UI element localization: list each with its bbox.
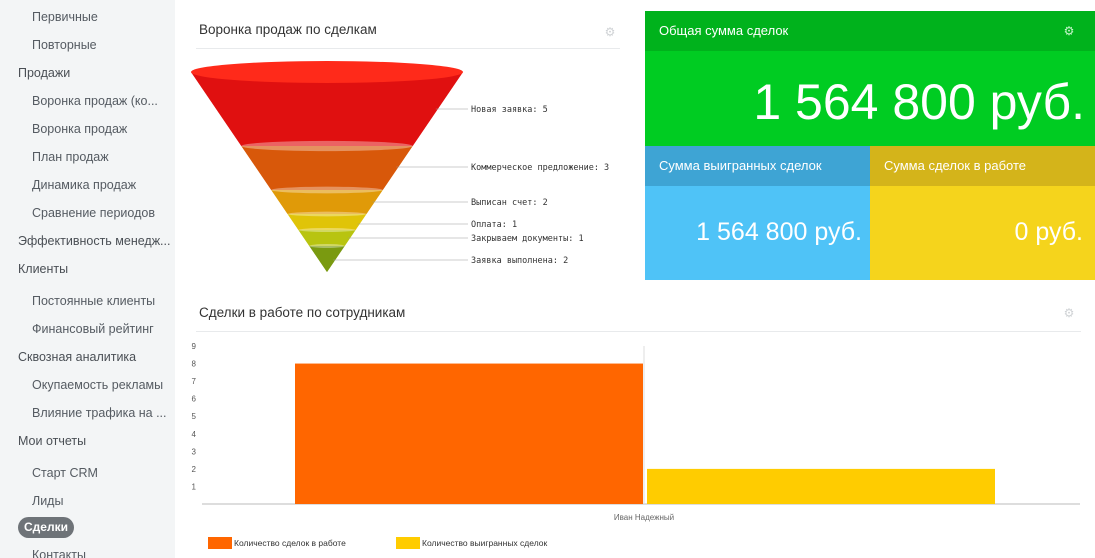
funnel-stage-shade-3: [287, 214, 367, 230]
funnel-stage-shade-4: [298, 230, 356, 246]
sidebar-item-3[interactable]: Воронка продаж (ко...: [32, 94, 158, 108]
total-sum-value: 1 564 800 руб.: [753, 74, 1085, 130]
funnel-stage-shade-2: [271, 190, 383, 214]
y-tick-3: 3: [192, 447, 197, 456]
sidebar-item-4[interactable]: Воронка продаж: [32, 122, 128, 136]
funnel-label-0: Новая заявка: 5: [471, 105, 548, 115]
total-sum-header: Общая сумма сделок: [645, 11, 1095, 51]
sidebar-item-1[interactable]: Повторные: [32, 38, 97, 52]
sidebar-item-6[interactable]: Динамика продаж: [32, 178, 137, 192]
bar-0: [295, 363, 643, 504]
employees-title: Сделки в работе по сотрудникам: [199, 305, 406, 320]
legend-label-0: Количество сделок в работе: [234, 538, 346, 548]
sidebar-item-7[interactable]: Сравнение периодов: [32, 206, 155, 220]
funnel-settings-gear-icon[interactable]: ⚙: [604, 25, 616, 39]
sidebar-item-18[interactable]: Сделки: [18, 517, 74, 538]
y-tick-6: 6: [192, 395, 197, 404]
funnel-stage-rim-0: [191, 61, 463, 83]
won-sum-header: Сумма выигранных сделок: [645, 146, 870, 186]
funnel-label-3: Оплата: 1: [471, 220, 517, 230]
y-tick-2: 2: [192, 465, 197, 474]
total-sum-tile: Общая сумма сделок ⚙ 1 564 800 руб.: [645, 11, 1095, 146]
legend-swatch-0: [208, 537, 232, 549]
sidebar-item-16[interactable]: Старт CRM: [32, 466, 98, 480]
sidebar-item-5[interactable]: План продаж: [32, 150, 109, 164]
sidebar-item-13[interactable]: Окупаемость рекламы: [32, 378, 164, 392]
funnel-divider: [196, 48, 620, 49]
sidebar-item-0[interactable]: Первичные: [32, 10, 98, 24]
won-sum-value: 1 564 800 руб.: [696, 218, 862, 246]
y-tick-8: 8: [192, 360, 197, 369]
won-sum-tile: Сумма выигранных сделок 1 564 800 руб.: [645, 146, 870, 280]
sidebar-item-15[interactable]: Мои отчеты: [18, 434, 87, 448]
employees-divider: [196, 331, 1081, 332]
y-tick-7: 7: [192, 377, 197, 386]
employees-bar-chart: 1 2 3 4 5 6 7 8 9 Иван Надежный Количество сделок …: [192, 342, 1080, 549]
funnel-label-4: Закрываем документы: 1: [471, 234, 584, 244]
category-label: Иван Надежный: [614, 513, 674, 522]
sidebar-item-10[interactable]: Постоянные клиенты: [32, 294, 156, 308]
sidebar: Первичные Повторные Продажи Воронка продаж …: [0, 0, 175, 558]
won-sum-title: Сумма выигранных сделок: [659, 158, 822, 173]
y-tick-5: 5: [192, 412, 197, 421]
legend-swatch-1: [396, 537, 420, 549]
funnel-stage-rim-1: [241, 140, 413, 152]
funnel-stage-shade-1: [241, 146, 413, 190]
in-work-sum-tile: Сумма сделок в работе 0 руб.: [870, 146, 1095, 280]
in-work-sum-value: 0 руб.: [1014, 218, 1083, 246]
funnel-label-5: Заявка выполнена: 2: [471, 256, 568, 266]
total-settings-gear-icon[interactable]: ⚙: [1063, 24, 1075, 38]
employees-settings-gear-icon[interactable]: ⚙: [1063, 306, 1075, 320]
funnel-stage-rim-4: [298, 228, 356, 232]
sidebar-item-8[interactable]: Эффективность менедж...: [18, 234, 171, 248]
funnel-label-2: Выписан счет: 2: [471, 198, 548, 208]
funnel-chart: Новая заявка: 5 Коммерческое предложение:…: [191, 61, 609, 272]
sidebar-item-2[interactable]: Продажи: [18, 66, 71, 80]
y-tick-9: 9: [192, 342, 197, 351]
sidebar-item-9[interactable]: Клиенты: [18, 262, 69, 276]
funnel-stage-shade-5: [309, 246, 345, 272]
sidebar-item-12[interactable]: Сквозная аналитика: [18, 350, 137, 364]
in-work-sum-header: Сумма сделок в работе: [870, 146, 1095, 186]
funnel-stage-rim-5: [309, 244, 345, 248]
total-sum-title: Общая сумма сделок: [659, 23, 789, 38]
funnel-stage-rim-2: [271, 186, 383, 194]
sidebar-item-17[interactable]: Лиды: [32, 494, 64, 508]
sidebar-item-19[interactable]: Контакты: [32, 548, 86, 558]
funnel-label-1: Коммерческое предложение: 3: [471, 163, 609, 173]
y-tick-4: 4: [192, 430, 197, 439]
funnel-title: Воронка продаж по сделкам: [199, 22, 377, 37]
funnel-stage-shade-0: [191, 72, 463, 146]
legend-label-1: Количество выигранных сделок: [422, 538, 547, 548]
sidebar-item-14[interactable]: Влияние трафика на ...: [32, 406, 167, 420]
y-tick-1: 1: [192, 482, 197, 491]
bar-1: [647, 468, 995, 504]
sidebar-item-11[interactable]: Финансовый рейтинг: [32, 322, 154, 336]
in-work-sum-title: Сумма сделок в работе: [884, 158, 1027, 173]
funnel-stage-rim-3: [287, 211, 367, 217]
